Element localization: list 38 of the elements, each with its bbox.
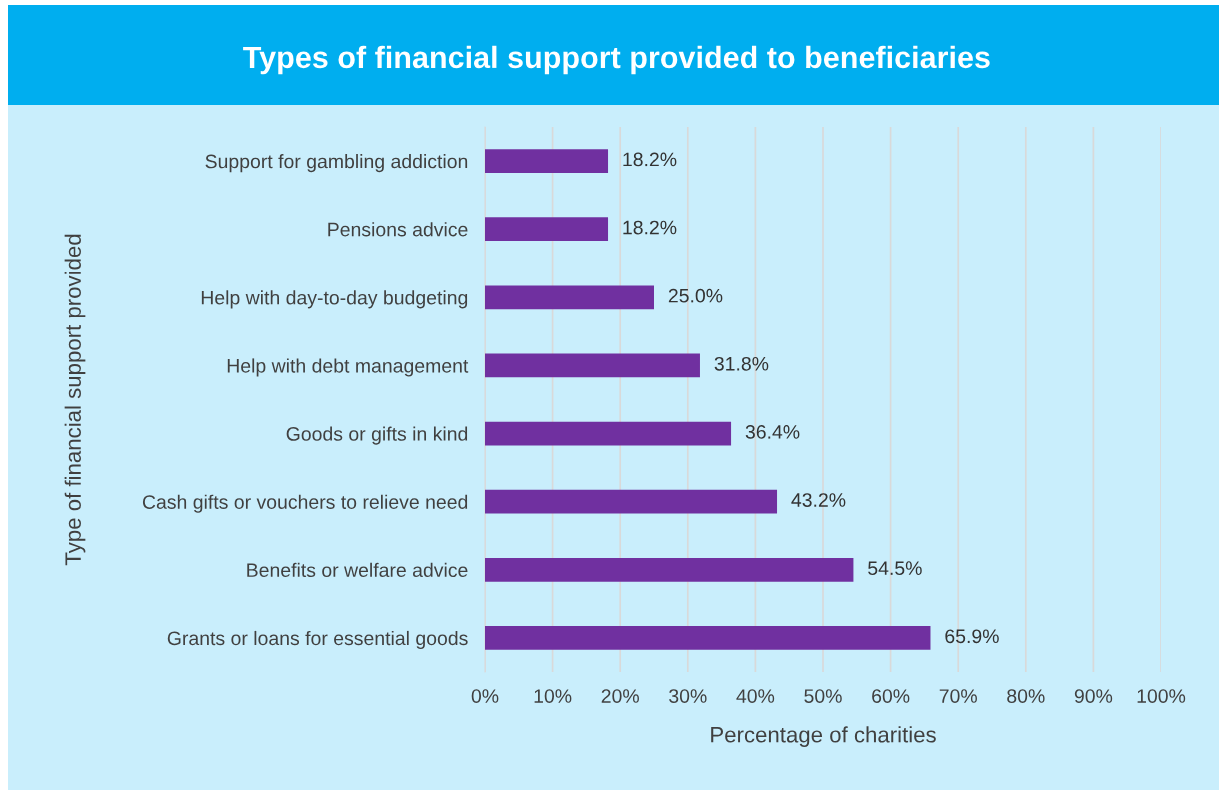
x-tick-label: 0% (471, 689, 499, 703)
data-label: 18.2% (623, 152, 677, 167)
bar (485, 421, 732, 446)
bar (485, 626, 931, 650)
x-tick-label: 40% (736, 689, 775, 703)
x-tick-label: 90% (1074, 689, 1113, 703)
x-tick-label: 50% (804, 689, 842, 703)
data-label: 65.9% (945, 629, 999, 644)
data-label: 54.5% (868, 561, 922, 576)
data-label: 18.2% (623, 220, 677, 235)
x-tick-label: 70% (939, 689, 977, 703)
chart-title: Types of financial support provided to beneficiaries (243, 45, 990, 75)
bar (485, 489, 778, 514)
x-tick-label: 20% (601, 689, 639, 703)
y-tick-label: Support for gambling addiction (205, 154, 468, 173)
y-tick-label: Grants or loans for essential goods (167, 630, 468, 650)
bar (485, 217, 609, 242)
x-tick-label: 60% (872, 689, 910, 703)
x-tick-label: 80% (1007, 689, 1045, 703)
x-axis-title: Percentage of charities (711, 726, 936, 747)
bar (485, 149, 609, 173)
y-tick-label: Benefits or welfare advice (247, 562, 468, 578)
y-tick-label: Goods or gifts in kind (286, 426, 468, 445)
data-label: 43.2% (791, 493, 846, 507)
y-axis-title: Type of financial support provided (64, 234, 86, 566)
y-tick-label: Cash gifts or vouchers to relieve need (142, 494, 468, 513)
x-tick-label: 100% (1137, 689, 1186, 703)
data-label: 36.4% (745, 425, 800, 439)
bar (485, 557, 854, 582)
bar (485, 353, 700, 378)
y-tick-label: Pensions advice (328, 222, 468, 237)
data-label: 25.0% (668, 288, 723, 303)
x-tick-label: 30% (669, 689, 707, 703)
data-label: 31.8% (714, 356, 769, 371)
y-tick-label: Help with debt management (227, 358, 469, 377)
x-tick-label: 10% (534, 689, 572, 703)
bar (485, 285, 654, 310)
y-tick-label: Help with day-to-day budgeting (201, 290, 468, 309)
